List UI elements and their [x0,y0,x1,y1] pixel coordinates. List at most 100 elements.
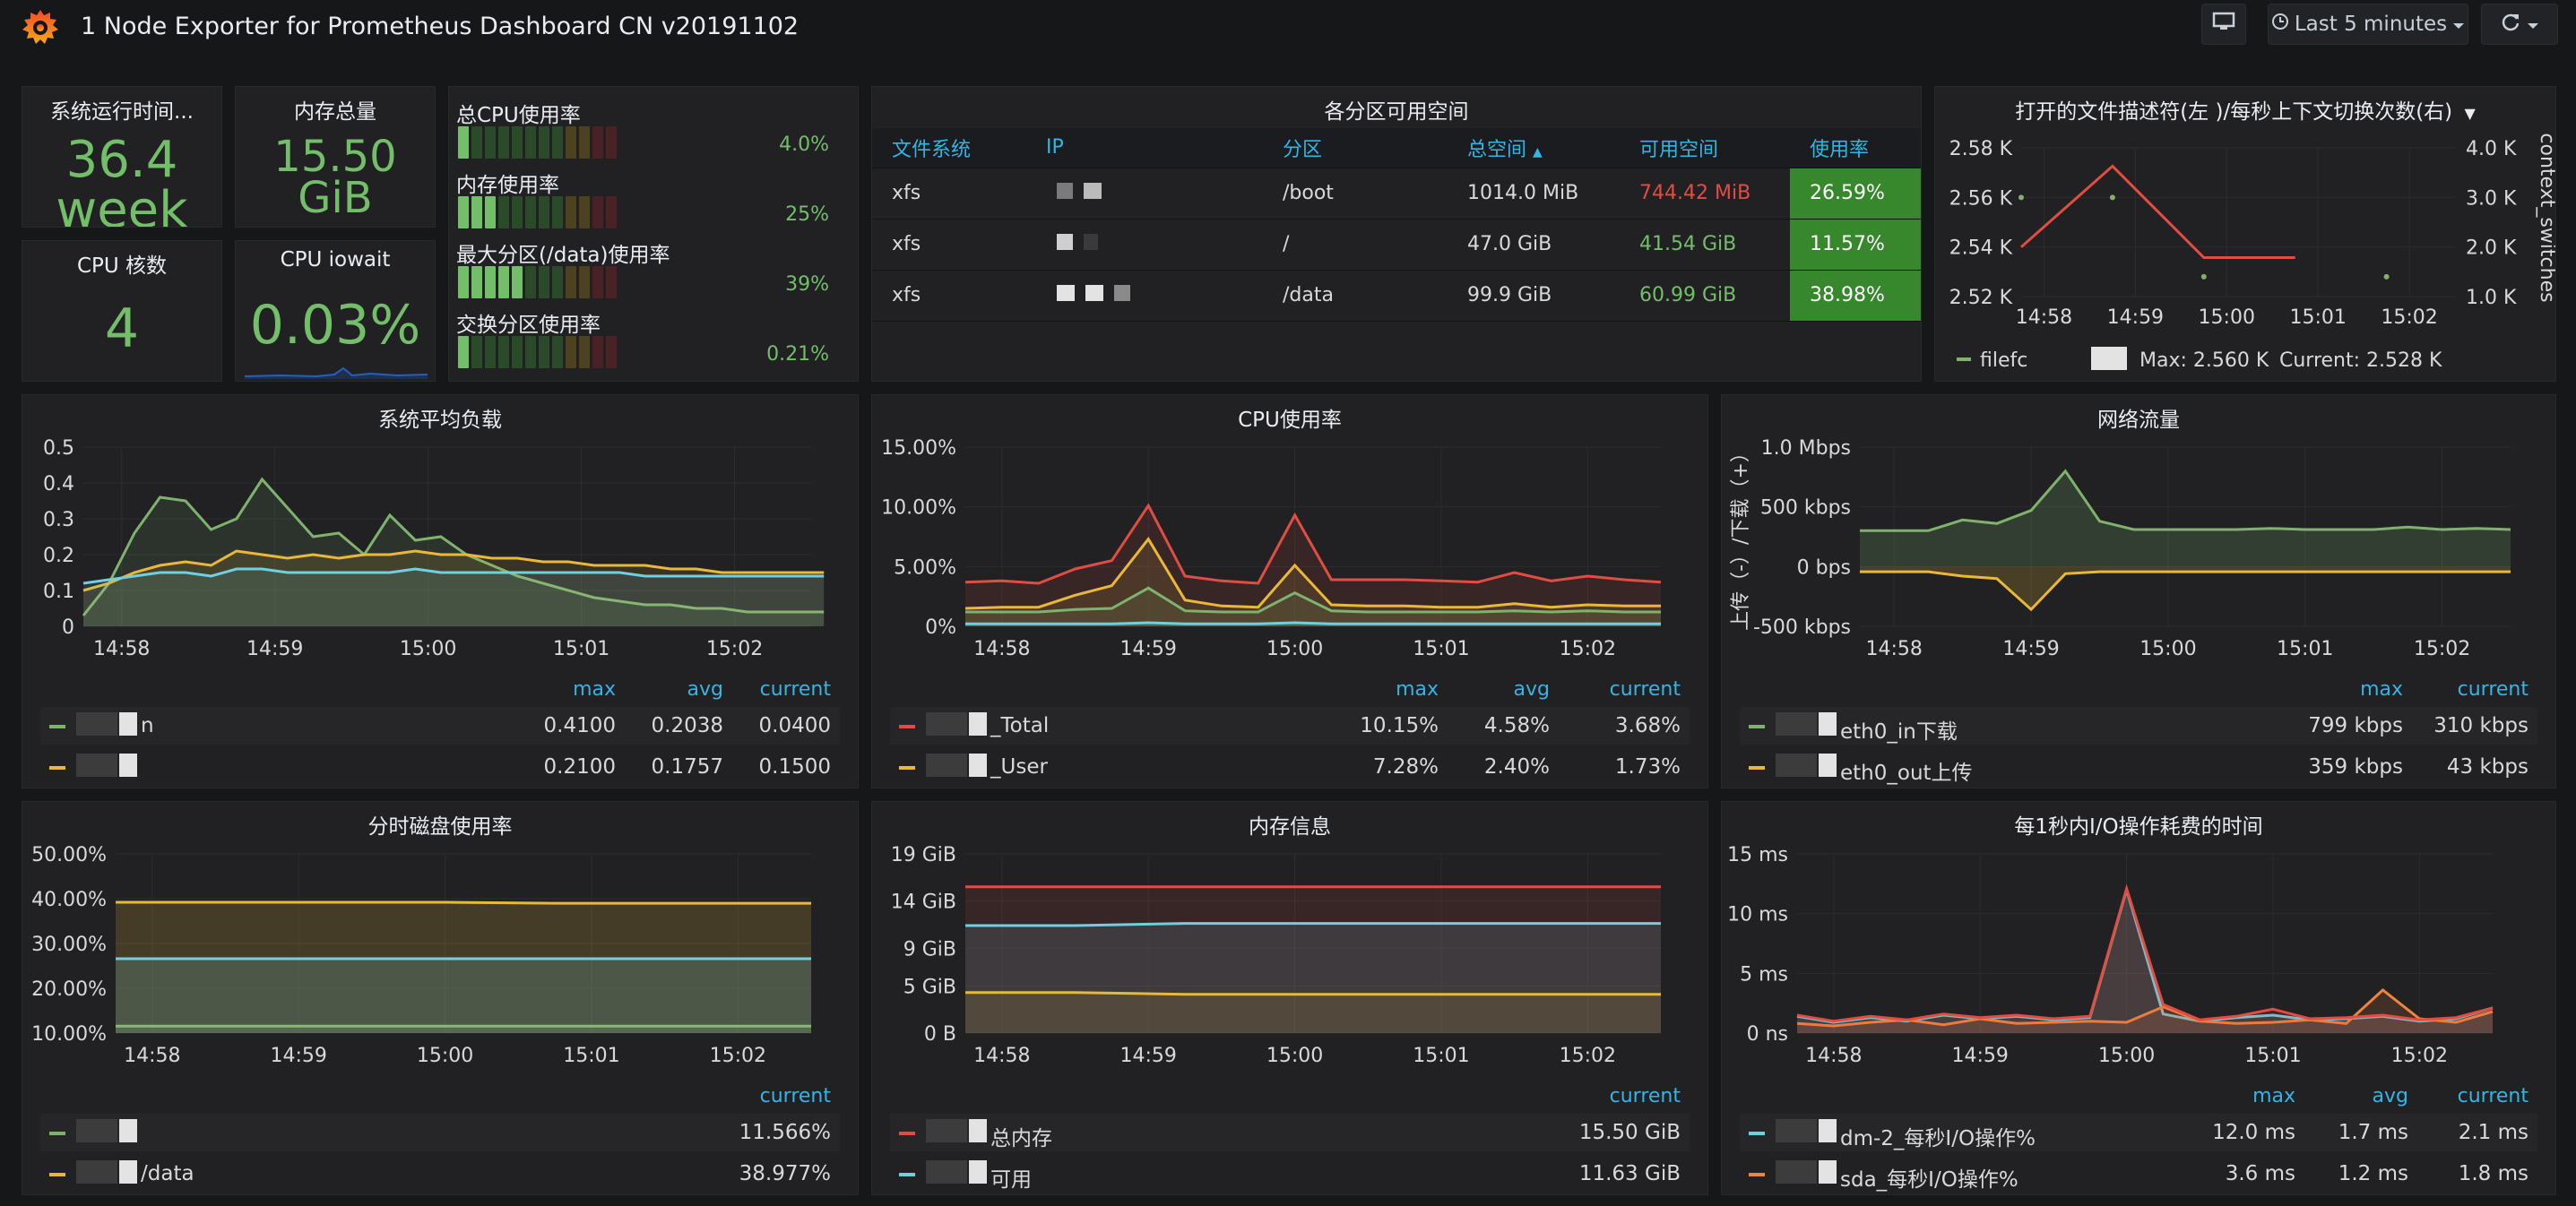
y-tick-label: 50.00% [31,844,107,866]
legend-header-current[interactable]: current [2457,1085,2528,1107]
y-tick-label: 0.1 [43,581,74,603]
legend-max-value: Max: 2.560 K [2139,349,2269,372]
panel-title[interactable]: 各分区可用空间 [1324,100,1469,124]
legend-header-max[interactable]: max [2252,1085,2295,1107]
x-tick-label: 14:59 [2002,638,2059,660]
legend-header-max[interactable]: max [2360,678,2403,701]
panel-title[interactable]: 每1秒内I/O操作耗费的时间 [2014,815,2263,839]
series-line [964,503,1662,585]
legend-row[interactable]: eth0_in下载 799 kbps 310 kbps [1740,707,2537,745]
legend-header-max[interactable]: max [1396,678,1439,701]
legend-series-name: 可用 [990,1168,1032,1192]
legend-header-current[interactable]: current [1609,1085,1681,1107]
legend-current-value: 3.68% [1614,714,1681,737]
series-line [82,477,825,616]
legend-current-value: 43 kbps [2446,755,2528,779]
x-tick-label: 14:59 [1120,1045,1177,1067]
legend-row[interactable]: /data 38.977% [40,1155,840,1193]
gauge-cell [512,196,523,228]
legend-avg-value: 1.2 ms [2338,1162,2408,1185]
legend-header-avg[interactable]: avg [1513,678,1550,701]
panel-title[interactable]: 内存信息 [1249,815,1331,839]
legend-row[interactable]: dm-2_每秒I/O操作% 12.0 ms 1.7 ms 2.1 ms [1740,1114,2537,1151]
gauge-cell [485,196,496,228]
series-swatch [1749,766,1765,770]
x-tick-label: 15:01 [1413,1045,1469,1067]
gauge-row: 交换分区使用率 0.21% [449,302,858,374]
legend-series-name: /data [141,1162,194,1185]
y-tick-label: 0 B [924,1023,956,1046]
panel-title[interactable]: 系统平均负载 [378,409,502,432]
legend-row[interactable]: 总内存 15.50 GiB [890,1114,1690,1151]
dashboard-title[interactable]: 1 Node Exporter for Prometheus Dashboard… [81,13,800,40]
series-swatch [49,766,65,770]
panel-title[interactable]: CPU iowait [280,248,391,271]
cell-mount: /data [1263,270,1448,322]
grafana-logo-icon[interactable] [20,7,61,48]
legend-row[interactable]: 0.2100 0.1757 0.1500 [40,748,840,786]
tv-mode-button[interactable] [2201,4,2246,45]
gauge-cell [471,336,482,368]
legend-row[interactable]: _Total 10.15% 4.58% 3.68% [890,707,1690,745]
col-header-ip[interactable]: IP [1026,128,1263,168]
panel-title[interactable]: 网络流量 [2097,409,2180,432]
legend-series-name[interactable]: filefc [1980,349,2027,372]
series-line [2020,164,2295,259]
x-tick-label: 14:59 [271,1045,327,1067]
legend-header-current[interactable]: current [1609,678,1681,701]
partitions-table: 文件系统 IP 分区 总空间 ▲ 可用空间 使用率 xfs/boot 1014.0… [872,128,1921,322]
legend-header-max[interactable]: max [573,678,616,701]
cpu-iowait-panel: CPU iowait 0.03% [235,240,436,382]
legend-avg-value: 0.1757 [651,755,723,779]
gauge-cell [552,266,563,298]
panel-title[interactable]: CPU 核数 [76,254,168,278]
legend-header-avg[interactable]: avg [687,678,723,701]
table-row[interactable]: xfs /47.0 GiB 41.54 GiB 11.57% [872,219,1921,271]
gauge-cell [498,266,509,298]
legend-row[interactable]: 可用 11.63 GiB [890,1155,1690,1193]
time-range-picker[interactable]: Last 5 minutes [2268,4,2468,45]
panel-title[interactable]: 分时磁盘使用率 [367,815,513,839]
gauge-cell [579,126,590,159]
panel-title[interactable]: 内存总量 [294,100,376,124]
refresh-button[interactable] [2481,4,2558,45]
redaction-block [969,1160,987,1184]
clock-icon [2271,13,2289,36]
y-tick-label: 30.00% [31,934,107,956]
col-header-total[interactable]: 总空间 ▲ [1448,128,1620,168]
col-header-available[interactable]: 可用空间 [1620,128,1790,168]
y-tick-label: 15 ms [1727,844,1788,866]
legend-row[interactable]: sda_每秒I/O操作% 3.6 ms 1.2 ms 1.8 ms [1740,1155,2537,1193]
legend-header-current[interactable]: current [759,1085,831,1107]
legend-current-value: 2.1 ms [2458,1121,2528,1144]
legend-row[interactable]: 11.566% [40,1114,840,1151]
gauge-cell [498,126,509,159]
cpu-cores-value: 4 [104,297,140,360]
panel-title[interactable]: 系统运行时间... [50,100,194,124]
col-header-filesystem[interactable]: 文件系统 [872,128,1026,168]
x-tick-label: 15:01 [1413,638,1469,660]
table-row[interactable]: xfs/data 99.9 GiB 60.99 GiB 38.98% [872,270,1921,322]
col-header-usage[interactable]: 使用率 [1790,128,1921,168]
cell-usage: 38.98% [1790,270,1921,322]
series-point [2383,273,2390,280]
table-row[interactable]: xfs/boot 1014.0 MiB 744.42 MiB 26.59% [872,168,1921,220]
legend-header-avg[interactable]: avg [2372,1085,2408,1107]
redaction-block [1085,285,1103,301]
legend-current-value: 1.73% [1614,755,1681,779]
series-area [1797,890,2493,1033]
legend-max-value: 359 kbps [2308,755,2403,779]
gauge-label: 内存使用率 [456,174,559,197]
legend-row[interactable]: eth0_out上传 359 kbps 43 kbps [1740,748,2537,786]
y-tick-label: 9 GiB [903,938,956,960]
usage-bar-gauge-panel: 总CPU使用率 4.0% 内存使用率 25% 最大分区(/data)使用率 39% 交换分区… [448,86,859,382]
legend-row[interactable]: n 0.4100 0.2038 0.0400 [40,707,840,745]
legend-header-current[interactable]: current [2457,678,2528,701]
x-tick-label: 15:00 [1266,1045,1323,1067]
legend-header-current[interactable]: current [759,678,831,701]
panel-title[interactable]: CPU使用率 [1238,409,1342,432]
legend-row[interactable]: _User 7.28% 2.40% 1.73% [890,748,1690,786]
panel-title[interactable]: 打开的文件描述符(左 )/每秒上下文切换次数(右) ▼ [1935,94,2555,125]
col-header-mount[interactable]: 分区 [1263,128,1448,168]
legend-series-name: _Total [990,714,1050,737]
